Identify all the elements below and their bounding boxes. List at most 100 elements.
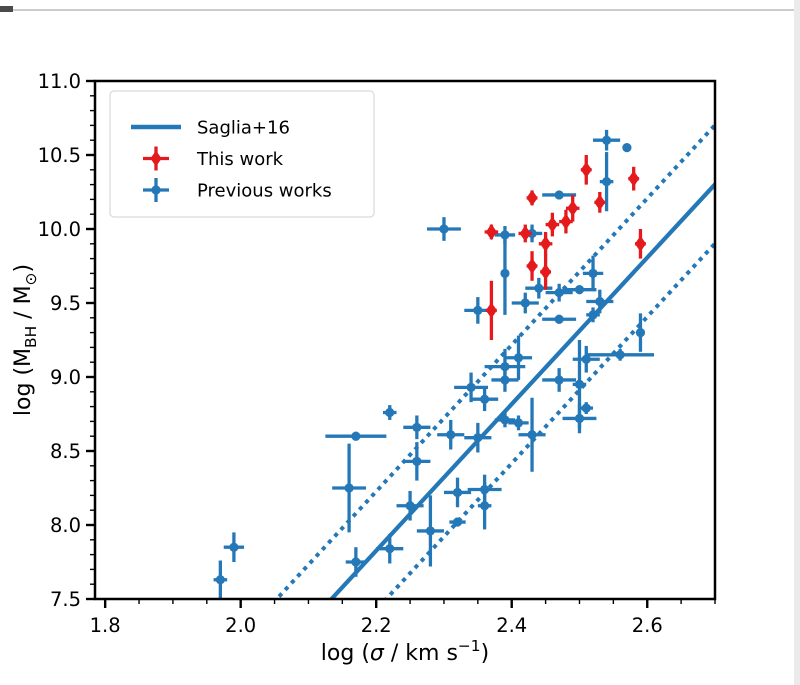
x-tick-label: 2.2: [361, 614, 392, 637]
data-point-previous-works: [508, 415, 529, 431]
circle-marker: [439, 224, 449, 234]
data-point-this-work: [580, 155, 592, 185]
legend-circle-marker: [151, 185, 161, 195]
data-point-previous-works: [449, 517, 466, 527]
data-point-previous-works: [427, 217, 461, 241]
y-tick-label: 7.5: [50, 588, 81, 611]
data-point-previous-works: [471, 387, 499, 412]
legend: Saglia+16 This work Previous works: [109, 90, 375, 218]
circle-marker: [622, 143, 632, 153]
diamond-marker: [560, 213, 572, 230]
data-point-previous-works: [542, 368, 577, 392]
circle-marker: [480, 501, 490, 511]
fit-line-lower-scatter: [383, 240, 715, 599]
circle-marker: [601, 177, 612, 187]
data-point-previous-works: [223, 532, 245, 562]
circle-marker: [480, 394, 490, 404]
circle-marker: [574, 285, 585, 295]
data-point-previous-works: [504, 335, 533, 380]
circle-marker: [513, 353, 524, 363]
circle-marker: [405, 501, 415, 511]
circle-marker: [452, 487, 463, 498]
circle-marker: [473, 305, 483, 315]
circle-marker: [615, 350, 625, 360]
data-point-previous-works: [382, 405, 397, 420]
circle-marker: [574, 413, 585, 424]
window-corner-nub: [0, 6, 13, 12]
circle-marker: [466, 382, 476, 392]
data-point-previous-works: [500, 231, 510, 315]
data-point-previous-works: [213, 560, 228, 599]
data-point-previous-works: [345, 547, 367, 577]
diamond-marker: [526, 189, 538, 206]
circle-marker: [385, 544, 395, 554]
circle-marker: [215, 575, 225, 585]
data-point-previous-works: [525, 277, 553, 299]
data-point-previous-works: [491, 368, 519, 392]
data-point-previous-works: [545, 283, 573, 302]
data-point-this-work: [538, 231, 553, 256]
data-point-previous-works: [593, 129, 621, 151]
x-tick-label: 2.6: [632, 614, 663, 637]
data-point-previous-works: [443, 477, 472, 508]
legend-entry-previous-works: Previous works: [143, 178, 332, 202]
data-point-this-work: [565, 194, 580, 222]
data-point-previous-works: [542, 190, 577, 200]
diamond-marker: [594, 194, 606, 211]
legend-label: Saglia+16: [197, 118, 290, 139]
circle-marker: [351, 431, 361, 441]
y-tick-label: 9.0: [50, 366, 81, 389]
x-tick-label: 1.8: [90, 614, 121, 637]
data-point-this-work: [485, 280, 497, 340]
data-point-previous-works: [586, 307, 600, 323]
circle-marker: [412, 422, 422, 432]
circle-marker: [412, 456, 422, 466]
data-point-previous-works: [332, 443, 367, 533]
data-point-previous-works: [416, 495, 444, 567]
y-axis-label: log (MBH / M⊙): [11, 264, 40, 416]
circle-marker: [229, 542, 239, 552]
circle-marker: [595, 296, 605, 307]
circle-marker: [554, 314, 564, 324]
circle-marker: [534, 283, 544, 293]
data-point-previous-works: [511, 292, 539, 314]
data-point-previous-works: [437, 419, 465, 450]
diamond-marker: [540, 235, 552, 252]
legend-label: This work: [196, 149, 284, 170]
circle-marker: [554, 375, 564, 385]
circle-marker: [554, 190, 564, 200]
data-point-previous-works: [572, 345, 600, 373]
circle-marker: [473, 433, 483, 443]
data-point-previous-works: [494, 412, 516, 428]
circle-marker: [446, 430, 456, 440]
data-point-previous-works: [586, 348, 655, 361]
circle-marker: [581, 354, 591, 364]
ticks-group: [86, 79, 716, 608]
circle-marker: [601, 135, 612, 145]
legend-label: Previous works: [197, 181, 332, 202]
circle-marker: [588, 310, 598, 320]
legend-entry-saglia-16: Saglia+16: [131, 118, 290, 139]
data-point-previous-works: [562, 285, 597, 295]
data-point-previous-works: [325, 431, 387, 441]
data-point-this-work: [526, 189, 538, 206]
circle-marker: [425, 526, 436, 536]
circle-marker: [520, 298, 530, 308]
data-point-previous-works: [403, 415, 431, 440]
data-point-this-work: [594, 192, 606, 213]
circle-marker: [581, 403, 591, 413]
diamond-marker: [580, 161, 592, 178]
y-tick-label: 10.5: [38, 144, 81, 167]
circle-marker: [385, 407, 395, 418]
y-tick-label: 11.0: [38, 70, 81, 93]
circle-marker: [500, 362, 510, 372]
window-top-edge: [0, 9, 800, 11]
y-tick-label: 8.5: [50, 440, 81, 463]
circle-marker: [574, 379, 585, 389]
data-point-this-work: [559, 209, 573, 234]
circle-marker: [588, 268, 598, 278]
circle-marker: [527, 430, 537, 440]
data-point-previous-works: [582, 255, 604, 292]
diamond-marker: [485, 223, 497, 240]
axes-spines: [93, 79, 717, 601]
